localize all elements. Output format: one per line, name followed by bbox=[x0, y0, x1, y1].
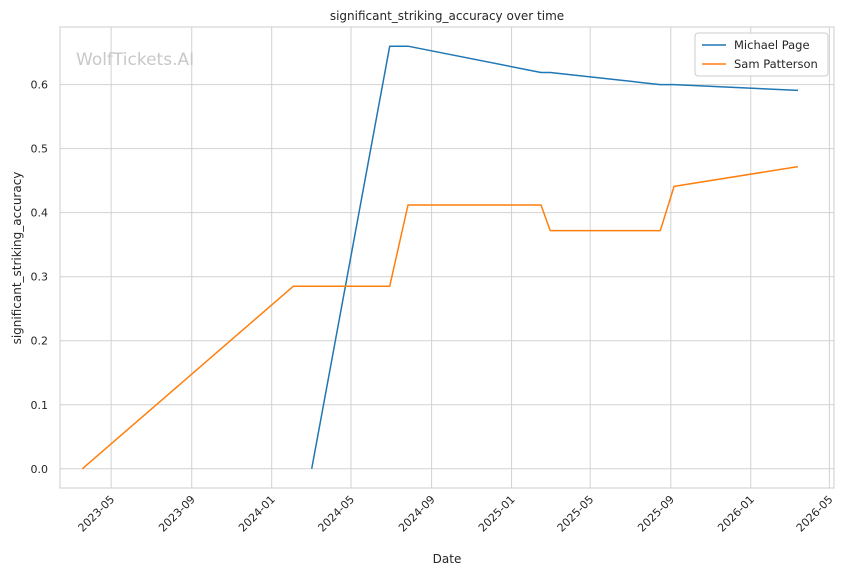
y-tick-label: 0.1 bbox=[31, 399, 49, 412]
y-axis-label: significant_striking_accuracy bbox=[10, 172, 24, 345]
x-tick-label: 2025-09 bbox=[635, 493, 677, 535]
gridlines bbox=[60, 27, 834, 488]
x-tick-label: 2024-05 bbox=[315, 493, 357, 535]
legend-entry: Sam Patterson bbox=[734, 57, 818, 71]
x-tick-label: 2024-09 bbox=[396, 493, 438, 535]
y-tick-labels: 0.0 0.1 0.2 0.3 0.4 0.5 0.6 bbox=[31, 79, 49, 476]
y-tick-label: 0.3 bbox=[31, 271, 49, 284]
y-tick-label: 0.6 bbox=[31, 79, 49, 92]
y-tick-label: 0.4 bbox=[31, 207, 49, 220]
series-line bbox=[310, 45, 799, 469]
legend-box bbox=[694, 32, 829, 77]
x-tick-label: 2026-01 bbox=[715, 493, 757, 535]
y-tick-label: 0.0 bbox=[31, 463, 49, 476]
legend-entry: Michael Page bbox=[734, 38, 810, 52]
x-tick-label: 2024-01 bbox=[236, 493, 278, 535]
x-tick-label: 2023-05 bbox=[76, 493, 118, 535]
series-lines bbox=[81, 45, 799, 470]
x-axis-label: Date bbox=[433, 552, 462, 566]
x-tick-label: 2023-09 bbox=[156, 493, 198, 535]
watermark: WolfTickets.AI bbox=[76, 50, 194, 70]
y-tick-label: 0.2 bbox=[31, 335, 49, 348]
chart-title: significant_striking_accuracy over time bbox=[330, 9, 564, 23]
x-tick-label: 2026-05 bbox=[794, 493, 836, 535]
x-tick-label: 2025-05 bbox=[555, 493, 597, 535]
legend: Michael Page Sam Patterson bbox=[694, 32, 829, 77]
plot-frame bbox=[59, 26, 835, 489]
y-tick-label: 0.5 bbox=[31, 143, 49, 156]
series-line bbox=[81, 165, 799, 470]
x-tick-labels: 2023-05 2023-09 2024-01 2024-05 2024-09 2025-… bbox=[76, 493, 836, 535]
x-tick-label: 2025-01 bbox=[476, 493, 518, 535]
